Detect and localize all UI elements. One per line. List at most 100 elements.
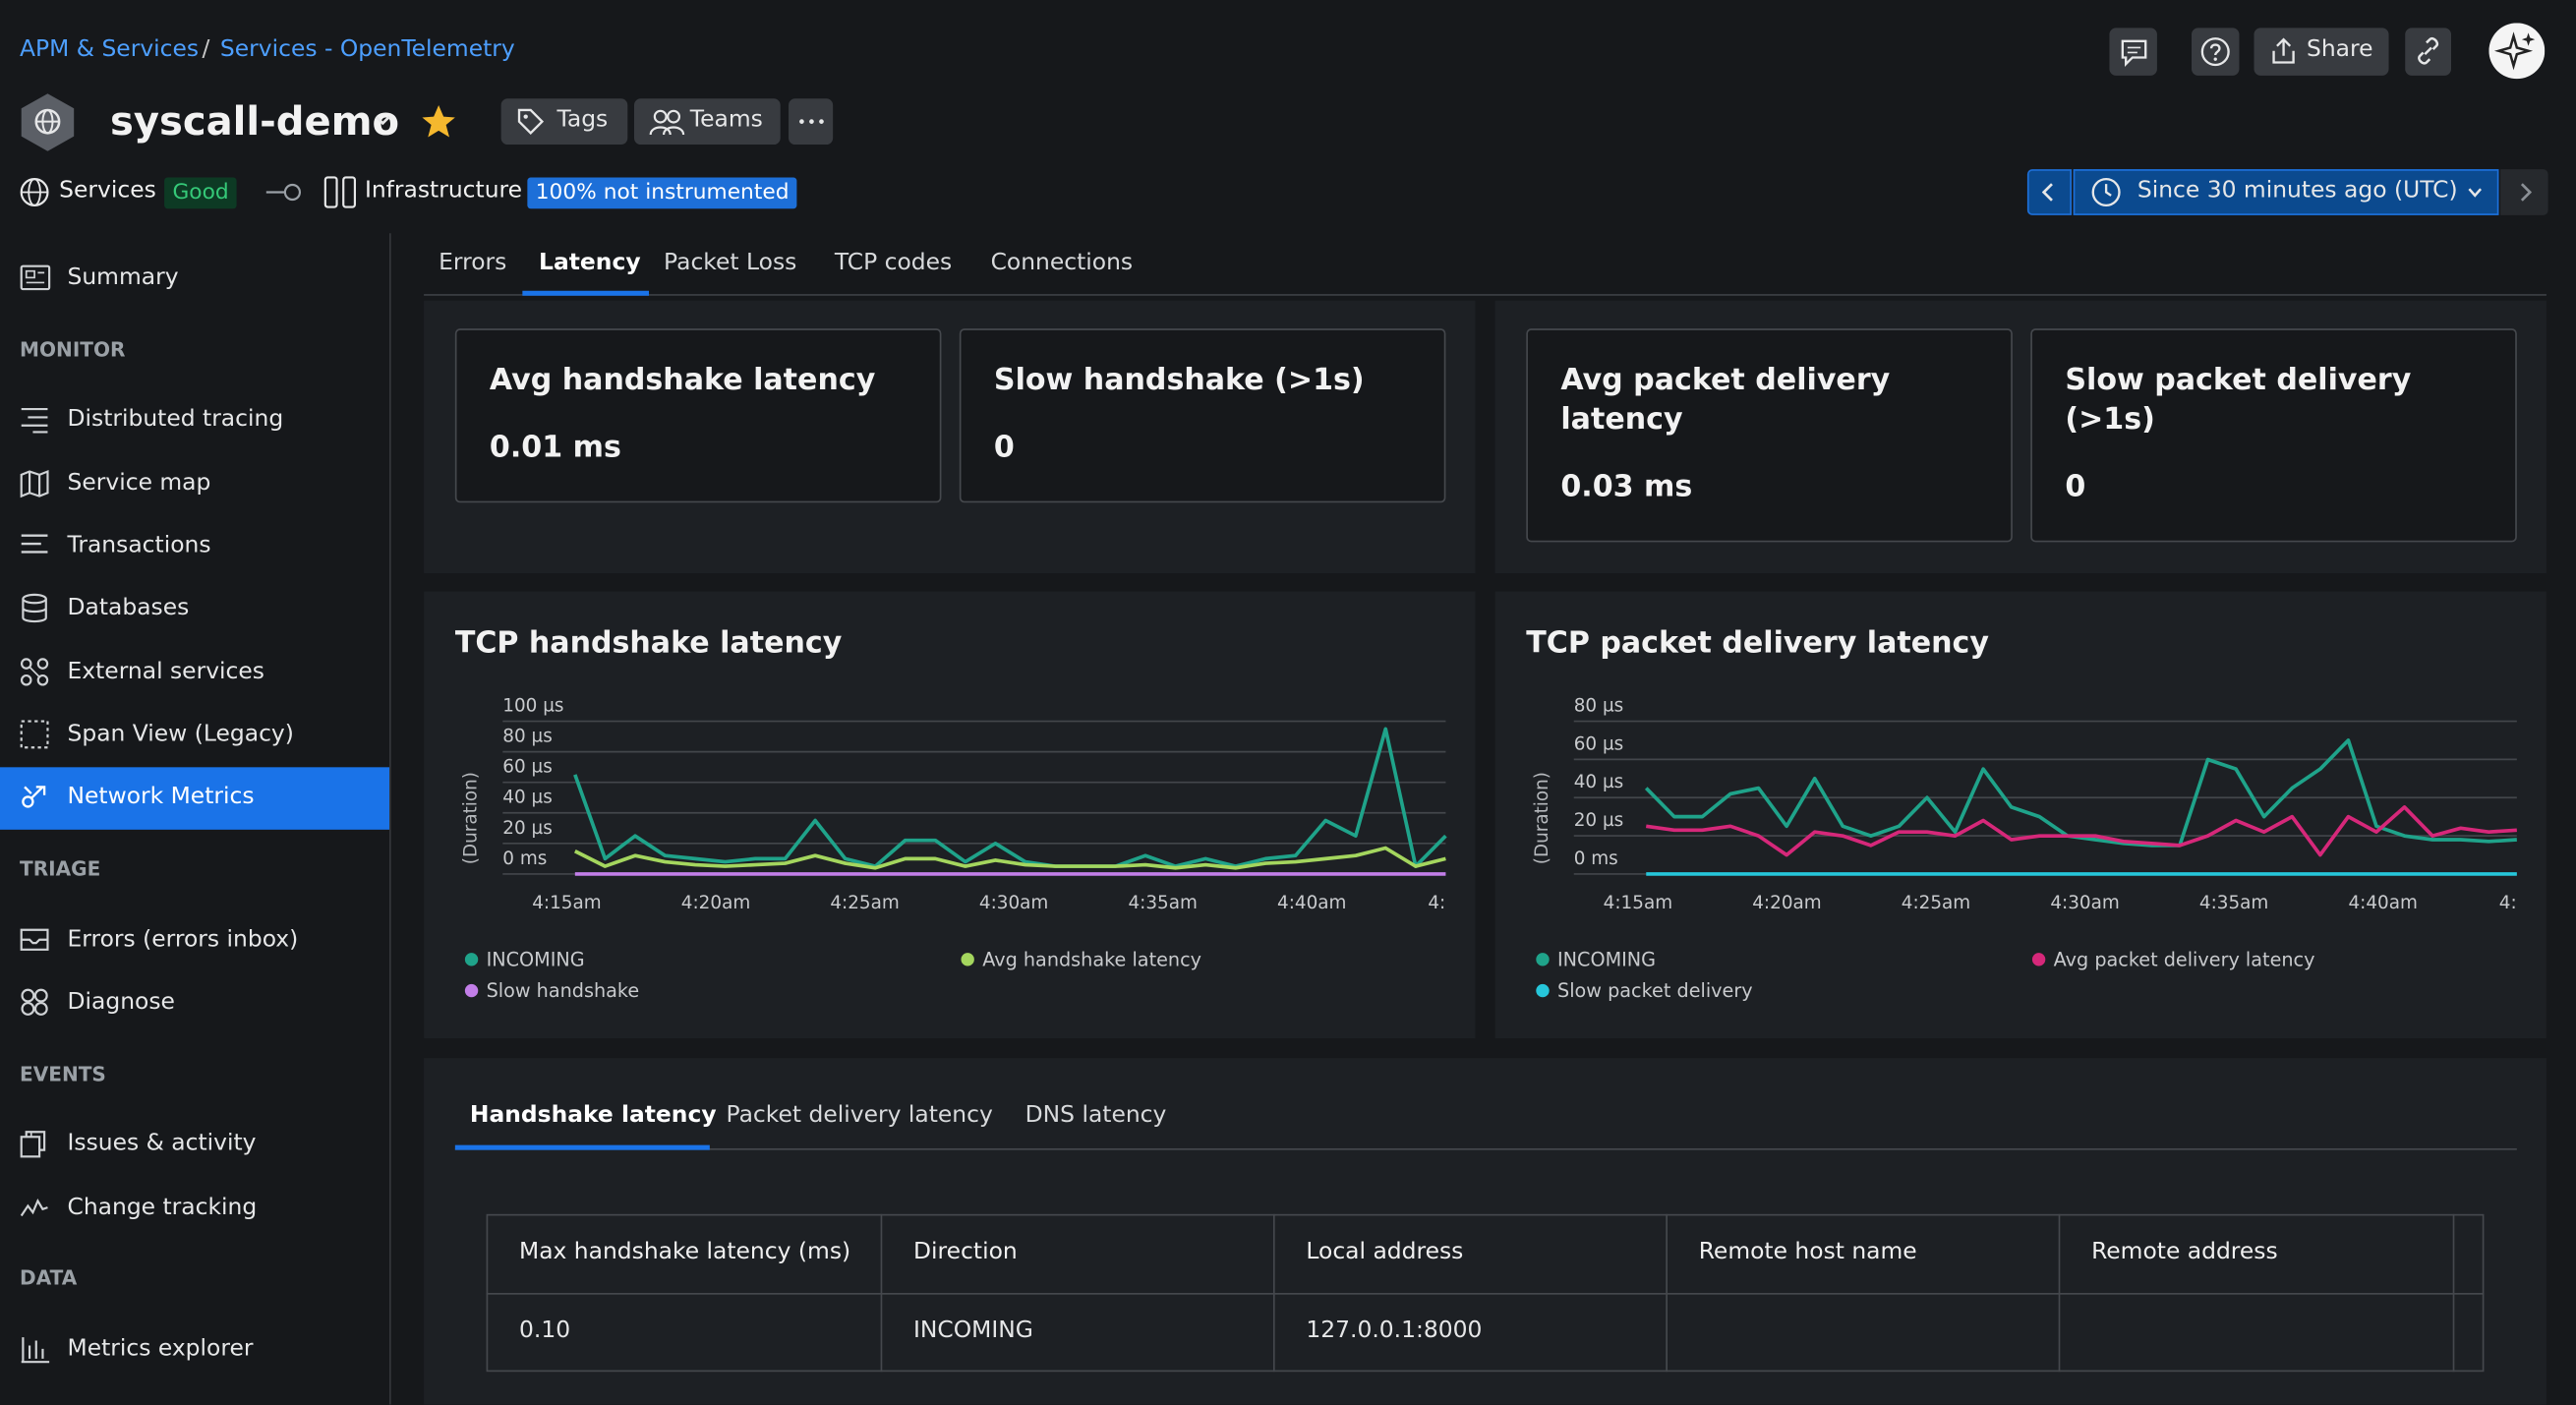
x-tick-label: 4:15am: [1604, 893, 1672, 913]
time-prev[interactable]: [2026, 169, 2073, 215]
breadcrumb-link[interactable]: Services - OpenTelemetry: [219, 36, 515, 64]
table-row-divider: [486, 1293, 2485, 1295]
tab-active[interactable]: Handshake latency: [469, 1102, 717, 1130]
table-cell: 0.10: [519, 1317, 571, 1345]
kpi-card: Avg packet delivery latency 0.03 ms: [1526, 328, 2013, 543]
kpi-card: Avg handshake latency 0.01 ms: [454, 328, 942, 503]
table-header-cell: Local address: [1306, 1239, 1464, 1266]
favorite-star[interactable]: [421, 103, 457, 140]
detail-panel: [424, 1058, 2547, 1405]
sidebar-section-heading: TRIAGE: [20, 856, 101, 880]
chart-title: TCP packet delivery latency: [1526, 625, 1989, 660]
sidebar-divider: [389, 233, 391, 1405]
sidebar-section-heading: MONITOR: [20, 337, 126, 361]
sidebar-item[interactable]: Diagnose: [67, 989, 175, 1017]
kpi-card: Slow packet delivery (>1s) 0: [2030, 328, 2517, 543]
sidebar-item[interactable]: Distributed tracing: [67, 406, 284, 433]
y-tick-label: 60 µs: [1574, 733, 1624, 754]
y-tick-label: 40 µs: [502, 788, 553, 808]
sidebar-icon: [21, 534, 48, 554]
globe-icon: [20, 178, 49, 206]
x-tick-label: 4:30am: [2050, 893, 2119, 913]
x-tick-label: 4:35am: [1128, 893, 1197, 913]
legend-label: INCOMING: [1557, 949, 1656, 971]
legend-swatch: [1536, 983, 1550, 998]
legend-label: Slow handshake: [487, 979, 640, 1002]
tab[interactable]: Packet Loss: [664, 250, 797, 277]
tab[interactable]: Connections: [990, 250, 1134, 277]
legend-label: Avg handshake latency: [982, 949, 1201, 971]
tab-indicator: [522, 290, 650, 296]
y-tick-label: 20 µs: [1574, 810, 1624, 831]
prev-icon[interactable]: [2041, 182, 2055, 202]
breadcrumb-link[interactable]: APM & Services: [20, 36, 200, 64]
tab[interactable]: Errors: [439, 250, 507, 277]
detail-tab-line: [454, 1147, 2517, 1150]
name-dropdown[interactable]: [375, 115, 391, 128]
sidebar-item[interactable]: Change tracking: [67, 1195, 258, 1222]
sidebar-item[interactable]: Issues & activity: [67, 1131, 257, 1157]
y-tick-label: 0 ms: [1574, 849, 1618, 869]
sidebar-item[interactable]: Errors (errors inbox): [67, 926, 299, 954]
series-line: [1644, 738, 2517, 848]
sidebar-icon: [20, 658, 49, 686]
sidebar-icon: [20, 1131, 46, 1158]
infrastructure-icon: [323, 176, 357, 208]
table-cell: INCOMING: [913, 1317, 1033, 1345]
series-line: [573, 727, 1447, 868]
kpi-value: 0.03 ms: [1560, 469, 1693, 504]
sidebar-item[interactable]: External services: [67, 659, 264, 686]
tab[interactable]: TCP codes: [834, 250, 953, 277]
sidebar-item[interactable]: Databases: [67, 595, 190, 622]
chart-panel: TCP handshake latency (Duration) 0 ms 20 µs…: [424, 591, 1476, 1039]
sidebar-icon: [22, 786, 46, 808]
table-header-cell: Max handshake latency (ms): [519, 1239, 851, 1266]
tab-bar-line: [424, 294, 2547, 296]
sidebar-section-heading: EVENTS: [20, 1062, 106, 1085]
chart-title: TCP handshake latency: [455, 625, 843, 660]
x-tick-label: 4:20am: [681, 893, 750, 913]
kpi-title: Avg handshake latency: [489, 363, 876, 398]
legend-label: Slow packet delivery: [1557, 979, 1753, 1002]
next-icon[interactable]: [2519, 182, 2532, 202]
link-icon: [2418, 37, 2439, 65]
more-icon[interactable]: [798, 118, 825, 125]
legend-swatch: [961, 953, 974, 966]
sidebar-item[interactable]: Metrics explorer: [67, 1335, 254, 1363]
tab[interactable]: Packet delivery latency: [726, 1102, 993, 1130]
legend-swatch: [1536, 953, 1550, 966]
table-column-divider: [1272, 1213, 1275, 1373]
sidebar-item[interactable]: Service map: [67, 470, 211, 498]
assistant-button[interactable]: [2488, 23, 2546, 80]
tab-active[interactable]: Latency: [539, 250, 641, 277]
sidebar-icon: [20, 469, 49, 498]
y-tick-label: 0 ms: [502, 849, 547, 869]
sidebar-icon: [20, 720, 49, 749]
table-column-divider: [880, 1213, 883, 1373]
time-next[interactable]: [2500, 169, 2548, 215]
clock-icon: [2091, 177, 2121, 207]
panel-background: [424, 591, 1476, 1039]
sidebar-item-active[interactable]: Network Metrics: [67, 784, 255, 811]
x-tick-label: 4:: [2499, 893, 2517, 913]
help-icon: [2200, 37, 2230, 67]
x-tick-label: 4:30am: [979, 893, 1048, 913]
infrastructure-label: Infrastructure: [364, 177, 523, 205]
breadcrumb-separator: /: [202, 36, 210, 64]
sidebar-item[interactable]: Transactions: [67, 532, 211, 559]
header-button[interactable]: Tags: [500, 98, 628, 146]
help-button[interactable]: [2192, 28, 2240, 76]
services-label: Services: [59, 177, 156, 205]
sidebar-icon: [21, 407, 48, 434]
tab[interactable]: DNS latency: [1025, 1102, 1167, 1130]
share-button[interactable]: Share: [2254, 28, 2389, 76]
sidebar-item[interactable]: Summary: [67, 264, 179, 292]
sidebar-icon: [21, 988, 48, 1016]
table-header-cell: Remote address: [2091, 1239, 2278, 1266]
time-picker[interactable]: Since 30 minutes ago (UTC): [2073, 169, 2499, 215]
tag-icon: [517, 108, 545, 135]
x-tick-label: 4:40am: [2348, 893, 2417, 913]
sidebar-item[interactable]: Span View (Legacy): [67, 722, 294, 748]
toggle-icon: [265, 183, 302, 202]
